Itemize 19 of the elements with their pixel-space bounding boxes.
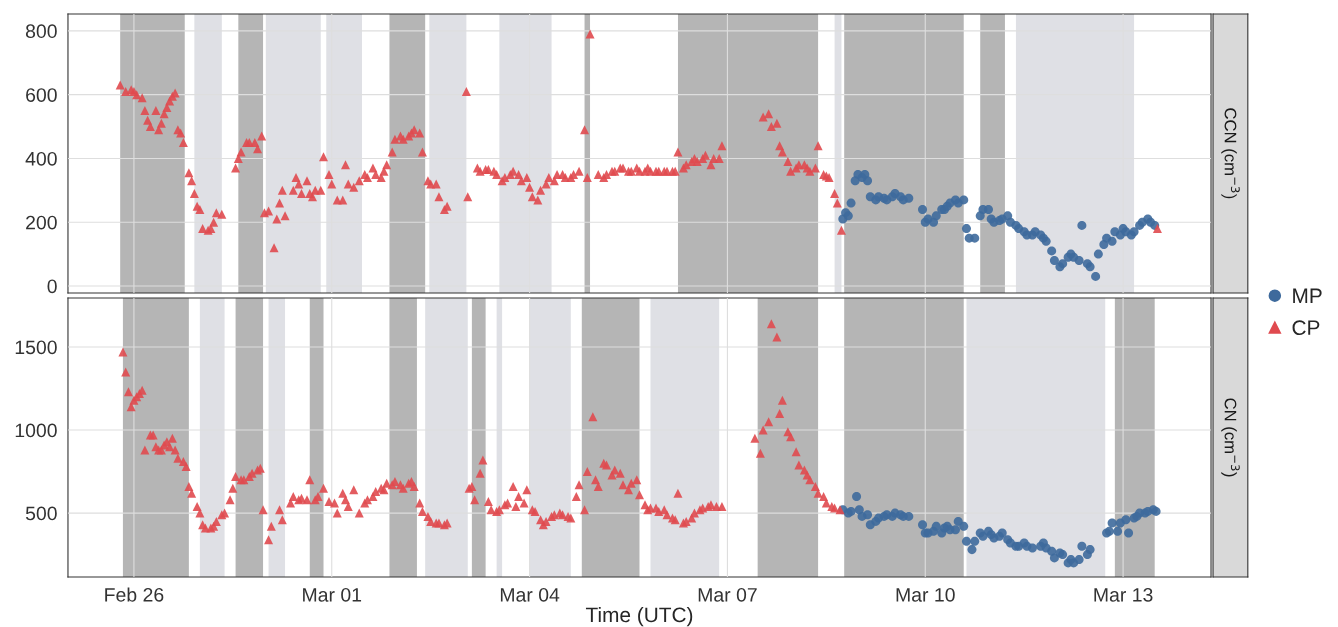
y-tick-label: 400 — [25, 151, 57, 166]
y-tick-label: 1000 — [15, 423, 57, 438]
x-tick-label: Mar 04 — [500, 587, 560, 602]
y-tick-label: 800 — [25, 24, 57, 39]
x-tick-label: Mar 01 — [303, 587, 362, 602]
legend-label: MP — [1293, 288, 1322, 303]
legend-label: CP — [1292, 320, 1320, 336]
y-tick-label: 1500 — [15, 340, 57, 355]
x-tick-label: Mar 10 — [896, 587, 955, 602]
x-tick-label: Feb 26 — [105, 587, 164, 602]
y-axis-title: CN (cm$^{−3}$) — [1221, 398, 1240, 477]
x-tick-label: Mar 13 — [1094, 587, 1153, 602]
y-tick-label: 0 — [47, 279, 57, 294]
y-tick-label: 500 — [25, 506, 57, 521]
x-tick-label: Mar 07 — [698, 587, 757, 602]
x-axis-title: Time (UTC) — [585, 606, 693, 627]
y-axis-title: CCN (cm$^{−3}$) — [1221, 108, 1240, 199]
y-tick-label: 600 — [26, 88, 57, 102]
y-tick-label: 200 — [26, 215, 57, 230]
